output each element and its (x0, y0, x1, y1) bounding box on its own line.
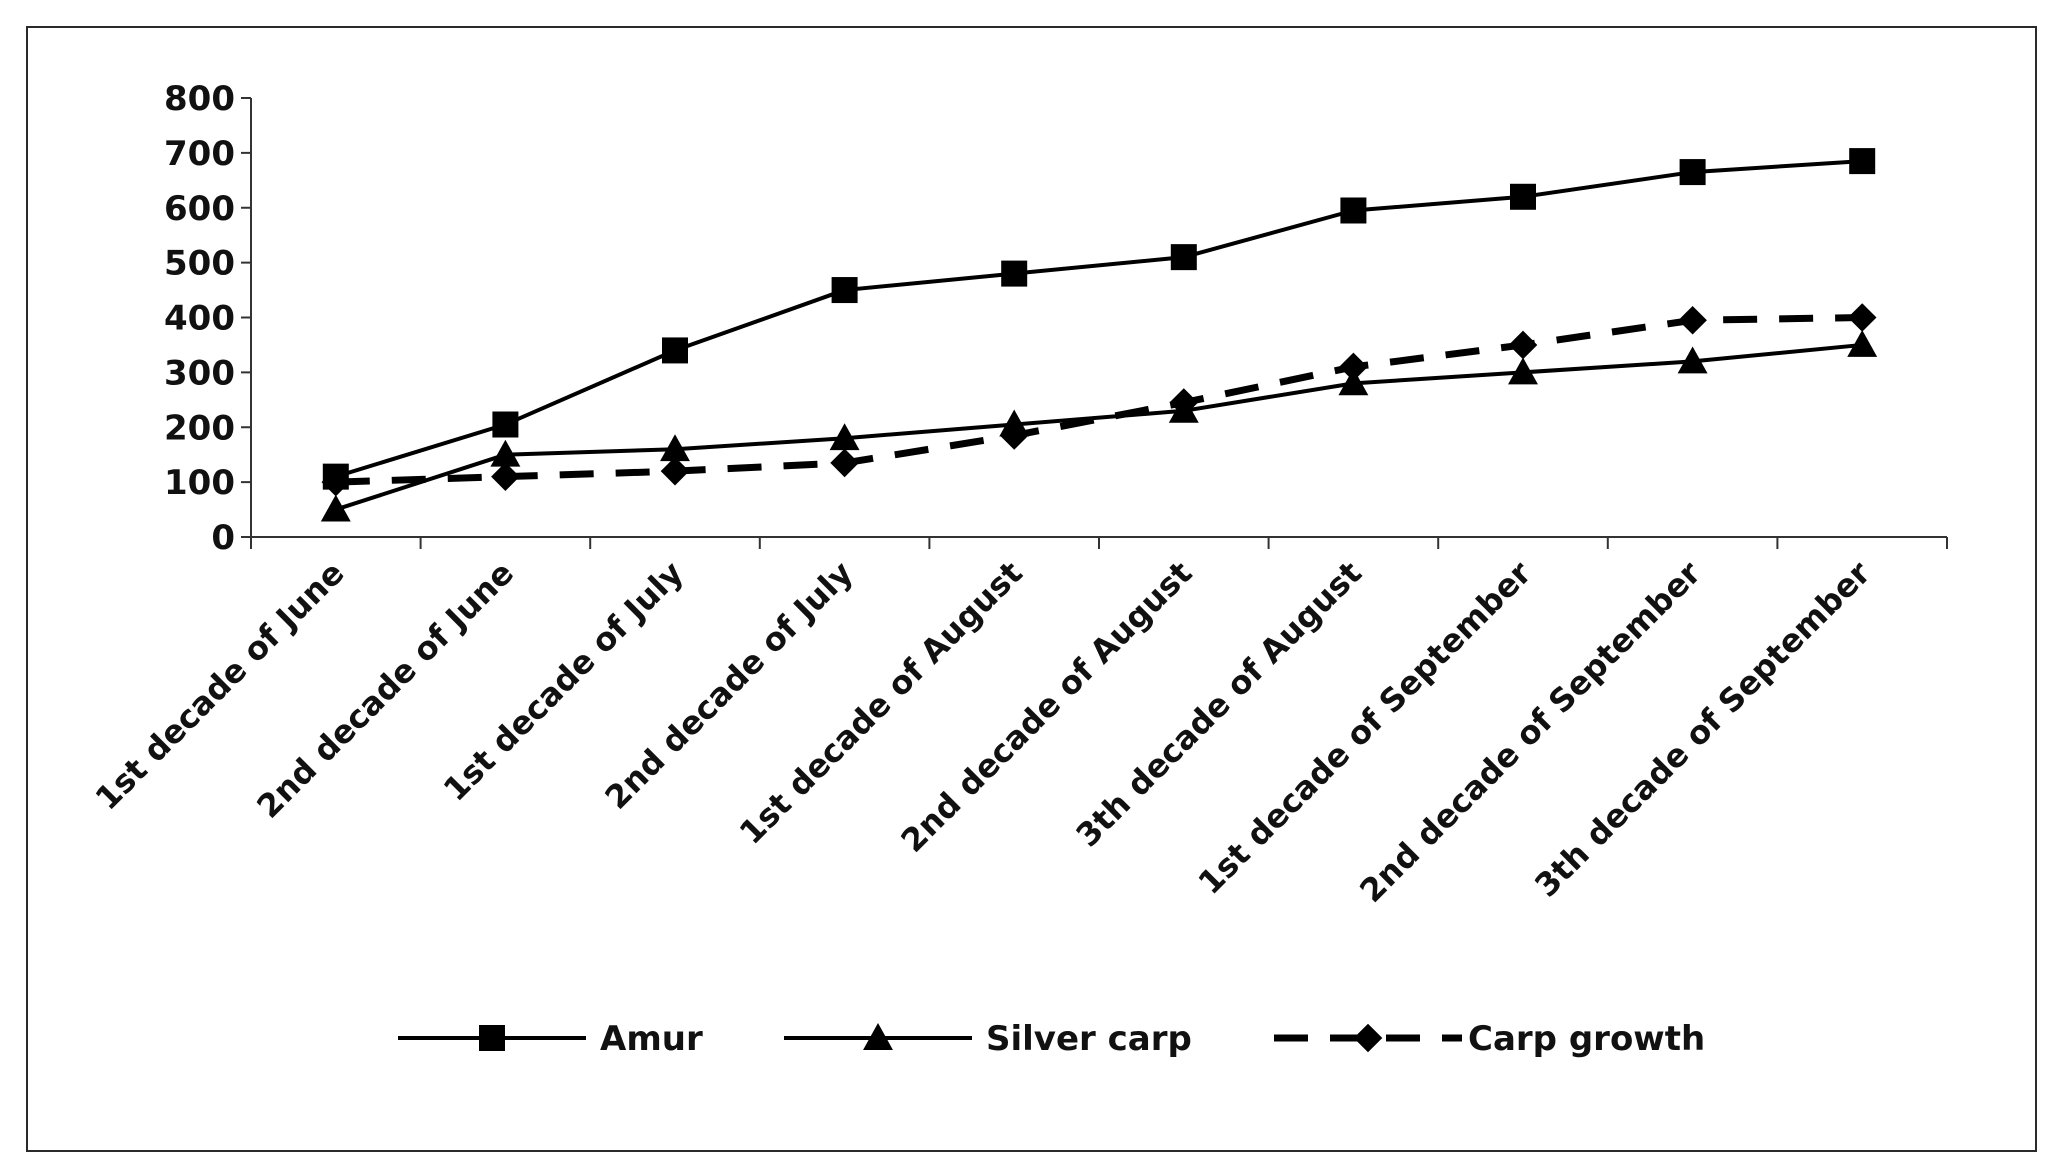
x-tick-label: 3th decade of August (1069, 554, 1370, 855)
silver-carp-point (320, 494, 351, 522)
legend-swatch-marker (1353, 1023, 1383, 1053)
legend-item-silver-carp: Silver carp (784, 1019, 1192, 1059)
x-tick-label: 1st decade of September (1191, 554, 1539, 902)
carp-growth-line (335, 314, 1863, 486)
legend-swatch-marker (863, 1023, 893, 1050)
series-carp-growth (321, 303, 1877, 497)
carp-growth-point (660, 456, 690, 486)
y-tick-label: 500 (164, 244, 235, 284)
amur-point (1510, 183, 1536, 210)
carp-growth-point (1678, 305, 1707, 335)
legend: Amur Silver carp Carp growth (398, 1019, 1705, 1059)
series-silver-carp (320, 329, 1878, 522)
silver-carp-point (1508, 357, 1538, 385)
legend-label: Amur (600, 1019, 703, 1059)
y-tick-label: 800 (164, 79, 235, 119)
silver-carp-point (1677, 346, 1708, 374)
carp-growth-point (491, 462, 520, 491)
x-tick-label: 1st decade of August (732, 554, 1030, 852)
amur-point (1170, 244, 1197, 271)
carp-growth-point (830, 448, 859, 478)
chart-frame: 0 100 200 300 400 500 600 700 800 1st decade of J… (26, 26, 2037, 1152)
amur-point (322, 463, 349, 490)
amur-point (662, 337, 688, 364)
silver-carp-point (660, 434, 690, 462)
y-tick-label: 300 (164, 353, 235, 393)
x-tick-label: 3th decade of September (1527, 554, 1878, 905)
x-tick-label: 2nd decade of August (894, 554, 1200, 860)
legend-label: Silver carp (986, 1019, 1192, 1059)
y-tick-label: 0 (211, 518, 235, 558)
series-amur (322, 148, 1876, 490)
amur-point (1340, 197, 1367, 224)
amur-point (831, 277, 858, 304)
x-tick-label: 2nd decade of September (1352, 554, 1708, 910)
silver-carp-point (1338, 368, 1369, 396)
y-tick-label: 100 (164, 463, 235, 503)
legend-label: Carp growth (1468, 1019, 1705, 1059)
amur-point (1001, 260, 1028, 287)
amur-point (1679, 159, 1706, 186)
legend-item-carp-growth: Carp growth (1274, 1019, 1705, 1059)
series-group (320, 148, 1878, 522)
silver-carp-point (1168, 395, 1199, 423)
carp-growth-point (1847, 303, 1877, 332)
y-tick-label: 400 (164, 299, 235, 339)
axes (241, 97, 1948, 549)
silver-carp-point (1847, 329, 1878, 357)
amur-line (335, 159, 1863, 479)
silver-carp-point (999, 409, 1030, 437)
carp-growth-point (1339, 352, 1368, 382)
amur-point (1849, 148, 1876, 175)
amur-point (492, 411, 519, 438)
y-tick-label: 600 (164, 189, 235, 229)
silver-carp-point (490, 439, 521, 467)
carp-growth-point (1508, 330, 1538, 360)
legend-item-amur: Amur (398, 1019, 703, 1059)
y-tick-label: 700 (164, 134, 235, 174)
legend-swatch-marker (479, 1025, 505, 1051)
silver-carp-point (829, 423, 860, 451)
y-tick-label: 200 (164, 408, 235, 448)
silver-carp-line (335, 342, 1863, 512)
